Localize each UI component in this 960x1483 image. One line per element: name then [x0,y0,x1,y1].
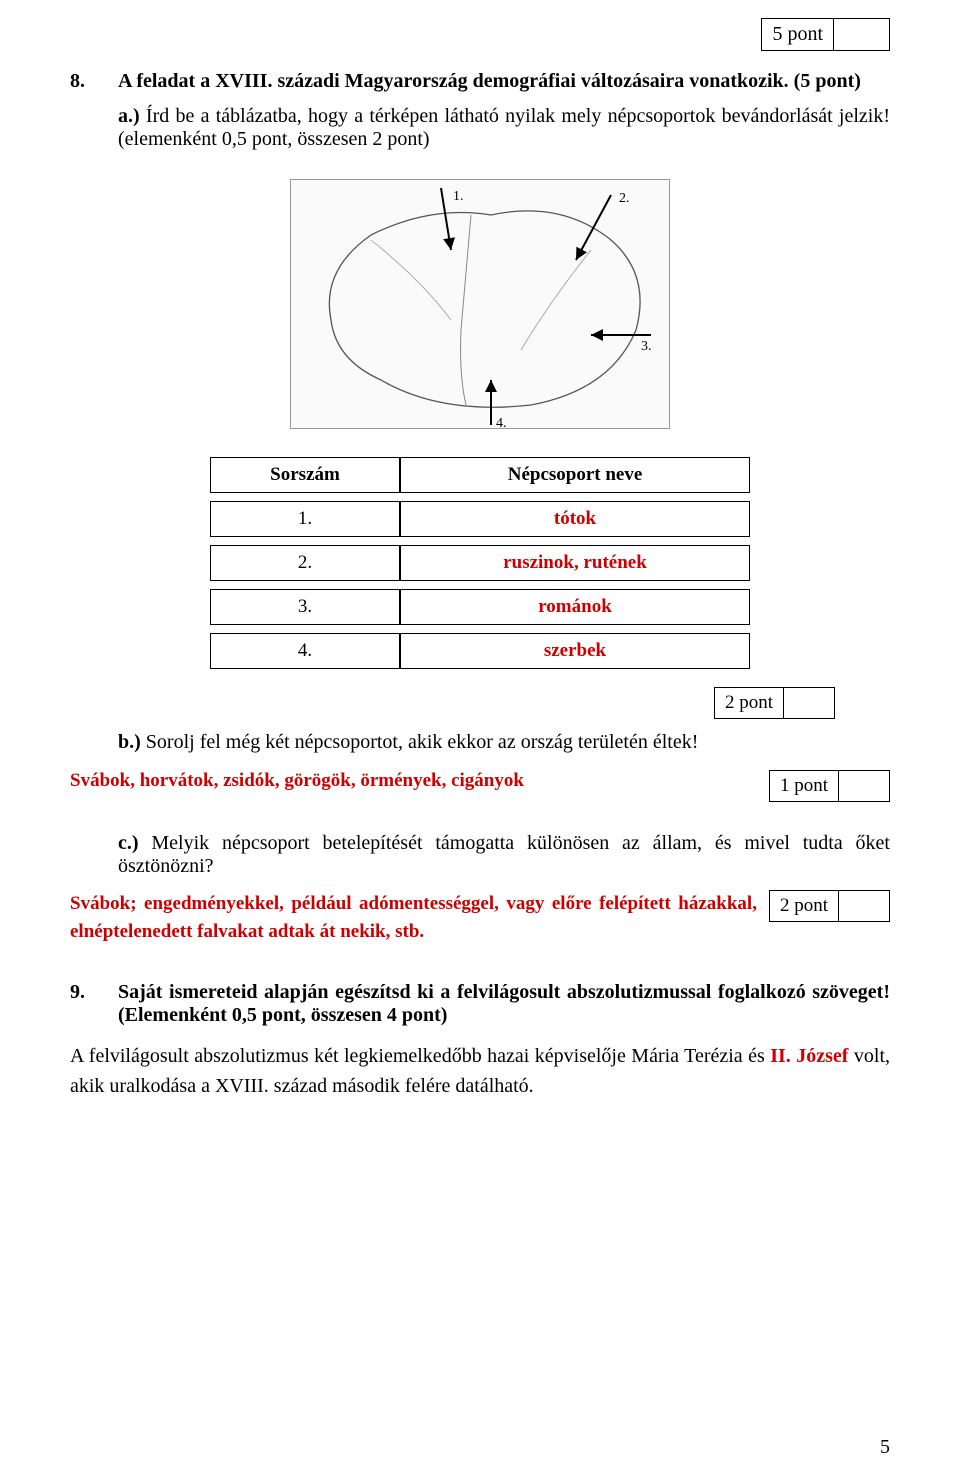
q8-c-answer-row: Svábok; engedményekkel, például adómente… [70,890,890,945]
table-header-row: Sorszám Népcsoport neve [210,457,750,493]
question-9: 9. Saját ismereteid alapján egészítsd ki… [70,981,890,1101]
q8-a-points-row: 2 pont [70,687,835,719]
points-label: 5 pont [762,19,834,50]
table-row: 2. ruszinok, rutének [210,545,750,581]
q8-c-text: Melyik népcsoport betelepítését támogatt… [118,832,890,877]
cell-val-2: ruszinok, rutének [400,545,750,581]
cell-num-3: 3. [210,589,400,625]
q8-table: Sorszám Népcsoport neve 1. tótok 2. rusz… [210,449,750,677]
q8-header: 8. A feladat a XVIII. századi Magyarorsz… [70,70,890,93]
points-empty-cell [839,891,889,921]
q9-number: 9. [70,981,118,1004]
table-row: 1. tótok [210,501,750,537]
q8-a-lead: a.) [118,105,140,127]
q8-c: c.) Melyik népcsoport betelepítését támo… [118,832,890,878]
q9-body-pre: A felvilágosult abszolutizmus két legkie… [70,1045,770,1067]
question-8: 8. A feladat a XVIII. századi Magyarorsz… [70,70,890,945]
cell-num-2: 2. [210,545,400,581]
map-label-4: 4. [496,416,507,430]
q8-b-answer-row: Svábok, horvátok, zsidók, görögök, örmén… [70,770,890,802]
q9-body: A felvilágosult abszolutizmus két legkie… [70,1041,890,1101]
q9-header: 9. Saját ismereteid alapján egészítsd ki… [70,981,890,1027]
cell-val-4: szerbek [400,633,750,669]
cell-val-3: románok [400,589,750,625]
q8-b-text: Sorolj fel még két népcsoportot, akik ek… [141,731,699,753]
cell-val-1: tótok [400,501,750,537]
map-label-3: 3. [641,339,652,354]
points-label: 2 pont [770,891,839,921]
table-row: 3. románok [210,589,750,625]
points-empty-cell [834,19,889,50]
q8-c-lead: c.) [118,832,139,854]
q8-a-text: Írd be a táblázatba, hogy a térképen lát… [118,105,890,150]
points-empty-cell [784,688,834,718]
table-row: 4. szerbek [210,633,750,669]
th-sorszam: Sorszám [210,457,400,493]
q8-b-points-box: 1 pont [769,770,890,802]
map-label-2: 2. [619,191,630,206]
page-number: 5 [880,1436,890,1459]
q8-title: A feladat a XVIII. századi Magyarország … [118,70,890,93]
map-label-1: 1. [453,189,464,204]
q8-c-answer: Svábok; engedményekkel, például adómente… [70,890,769,945]
points-label: 2 pont [715,688,784,718]
points-empty-cell [839,771,889,801]
q8-number: 8. [70,70,118,93]
map-container: 1. 2. 3. 4. [70,179,890,429]
cell-num-1: 1. [210,501,400,537]
q9-title: Saját ismereteid alapján egészítsd ki a … [118,981,890,1027]
th-nepcsoport: Népcsoport neve [400,457,750,493]
q8-a: a.) Írd be a táblázatba, hogy a térképen… [118,105,890,151]
q8-b-answer: Svábok, horvátok, zsidók, görögök, örmén… [70,770,769,792]
cell-num-4: 4. [210,633,400,669]
q8-c-points-box: 2 pont [769,890,890,922]
points-box-q8-total: 5 pont [761,18,890,51]
q8-a-points-box: 2 pont [714,687,835,719]
q8-b-lead: b.) [118,731,141,753]
q9-body-answer: II. József [770,1045,848,1067]
map-image: 1. 2. 3. 4. [290,179,670,429]
q8-b: b.) Sorolj fel még két népcsoportot, aki… [118,731,890,754]
points-label: 1 pont [770,771,839,801]
